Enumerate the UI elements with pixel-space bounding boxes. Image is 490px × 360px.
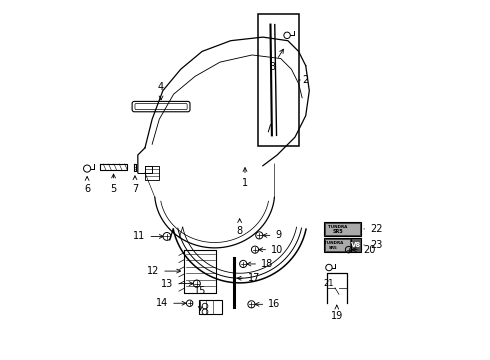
- Text: 12: 12: [147, 266, 180, 276]
- Text: 9: 9: [263, 230, 281, 240]
- Text: 2: 2: [302, 75, 308, 85]
- Text: 3: 3: [269, 49, 283, 72]
- Text: 17: 17: [237, 273, 260, 283]
- Text: SR5: SR5: [329, 246, 338, 250]
- Text: 20: 20: [352, 245, 375, 255]
- Text: 8: 8: [237, 219, 243, 236]
- Text: V8: V8: [351, 242, 361, 248]
- Bar: [325, 223, 360, 235]
- Text: 1: 1: [242, 168, 248, 188]
- Text: 10: 10: [259, 245, 283, 255]
- Bar: [323, 238, 350, 252]
- Text: 7: 7: [132, 176, 138, 194]
- Text: 5: 5: [110, 174, 117, 194]
- Text: 11: 11: [133, 231, 163, 242]
- Text: 13: 13: [161, 279, 193, 289]
- Bar: [325, 239, 349, 251]
- Bar: [323, 222, 361, 236]
- Text: TUNDRA: TUNDRA: [323, 241, 343, 245]
- Text: 22: 22: [364, 224, 383, 234]
- Text: 6: 6: [84, 176, 90, 194]
- Bar: [258, 14, 298, 146]
- Text: 18: 18: [247, 259, 273, 269]
- Bar: [198, 300, 222, 314]
- Text: 4: 4: [158, 82, 164, 100]
- Bar: [350, 238, 361, 252]
- Text: 14: 14: [156, 298, 186, 308]
- Text: TUNDRA: TUNDRA: [328, 225, 347, 229]
- Text: SR5: SR5: [333, 229, 343, 234]
- Text: 16: 16: [255, 299, 280, 309]
- Text: 23: 23: [364, 240, 382, 250]
- Text: 15: 15: [194, 286, 206, 310]
- Text: 21: 21: [324, 279, 334, 288]
- Text: 19: 19: [331, 305, 343, 321]
